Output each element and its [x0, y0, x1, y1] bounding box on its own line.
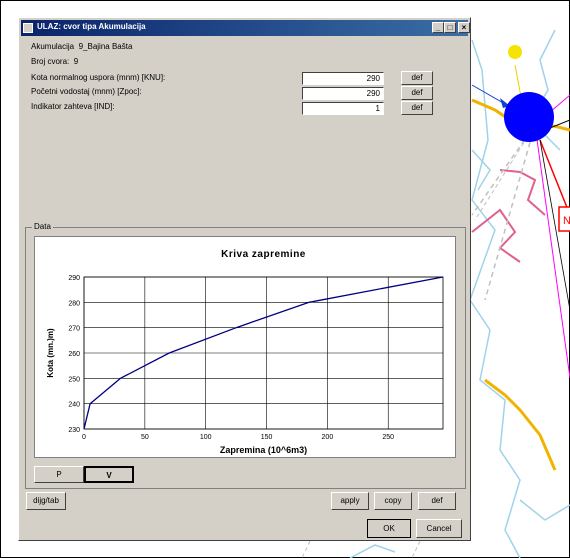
zpoc-input[interactable]: 290: [302, 87, 384, 100]
ind-label: Indikator zahteva [IND]:: [31, 102, 115, 111]
tab-p[interactable]: P: [34, 466, 84, 483]
volume-curve-line: [83, 276, 444, 430]
broj-cvora-label: Broj cvora:: [31, 57, 70, 66]
reservoir-node-marker[interactable]: [504, 92, 554, 142]
knu-input[interactable]: 290: [302, 72, 384, 85]
y-tick-label: 240: [68, 402, 80, 409]
app-icon: [23, 23, 33, 33]
y-tick-label: 260: [68, 351, 80, 358]
x-tick-label: 250: [382, 434, 394, 441]
close-icon[interactable]: ×: [458, 22, 470, 33]
data-group-label: Data: [32, 222, 53, 231]
window-title: ULAZ: cvor tipa Akumulacija: [37, 22, 146, 31]
x-tick-label: 50: [141, 434, 149, 441]
minimize-icon[interactable]: _: [432, 22, 444, 33]
y-tick-label: 230: [68, 427, 80, 434]
y-tick-label: 250: [68, 376, 80, 383]
plot-frame: [83, 276, 444, 430]
tab-v[interactable]: V: [84, 466, 134, 483]
cancel-button[interactable]: Cancel: [416, 519, 462, 538]
y-axis-label: Kota (mn.)m): [46, 328, 55, 378]
akumulacija-label: Akumulacija: [31, 42, 75, 51]
def-button[interactable]: def: [418, 492, 456, 510]
knu-def-button[interactable]: def: [401, 71, 433, 85]
y-tick-label: 280: [68, 300, 80, 307]
data-groupbox: Data Kriva zapremine 230 240 250 260 270 280 29…: [25, 222, 466, 489]
copy-button[interactable]: copy: [374, 492, 412, 510]
x-tick-label: 100: [200, 434, 212, 441]
x-tick-label: 200: [322, 434, 334, 441]
akumulacija-row: Akumulacija 9_Bajina Bašta: [31, 42, 132, 51]
broj-cvora-row: Broj cvora: 9: [31, 57, 78, 66]
ok-button[interactable]: OK: [367, 519, 411, 538]
chart-title: Kriva zapremine: [221, 249, 306, 260]
y-tick-label: 290: [68, 275, 80, 282]
y-tick-label: 270: [68, 326, 80, 333]
dijg-tab-button[interactable]: dijg/tab: [26, 492, 66, 510]
ind-input[interactable]: 1: [302, 102, 384, 115]
zpoc-label: Početni vodostaj (mnm) [Zpoc]:: [31, 87, 142, 96]
ind-def-button[interactable]: def: [401, 101, 433, 115]
x-tick-label: 0: [82, 434, 86, 441]
chart-svg: Kriva zapremine 230 240 250 260 270 280 290 0 50 1…: [46, 249, 444, 455]
map-node-label: N: [563, 215, 570, 227]
knu-label: Kota normalnog uspora (mnm) [KNU]:: [31, 73, 166, 82]
maximize-icon[interactable]: □: [444, 22, 456, 33]
x-tick-label: 150: [261, 434, 273, 441]
zpoc-def-button[interactable]: def: [401, 86, 433, 100]
x-axis-label: Zapremina (10^6m3): [220, 445, 307, 455]
volume-curve-chart: Kriva zapremine 230 240 250 260 270 280 290 0 50 1…: [34, 236, 456, 458]
apply-button[interactable]: apply: [331, 492, 369, 510]
broj-cvora-value: 9: [73, 57, 79, 66]
akumulacija-value: 9_Bajina Bašta: [78, 42, 133, 51]
title-bar[interactable]: ULAZ: cvor tipa Akumulacija _ □ ×: [21, 20, 470, 36]
input-dialog: ULAZ: cvor tipa Akumulacija _ □ × Akumul…: [18, 17, 471, 541]
